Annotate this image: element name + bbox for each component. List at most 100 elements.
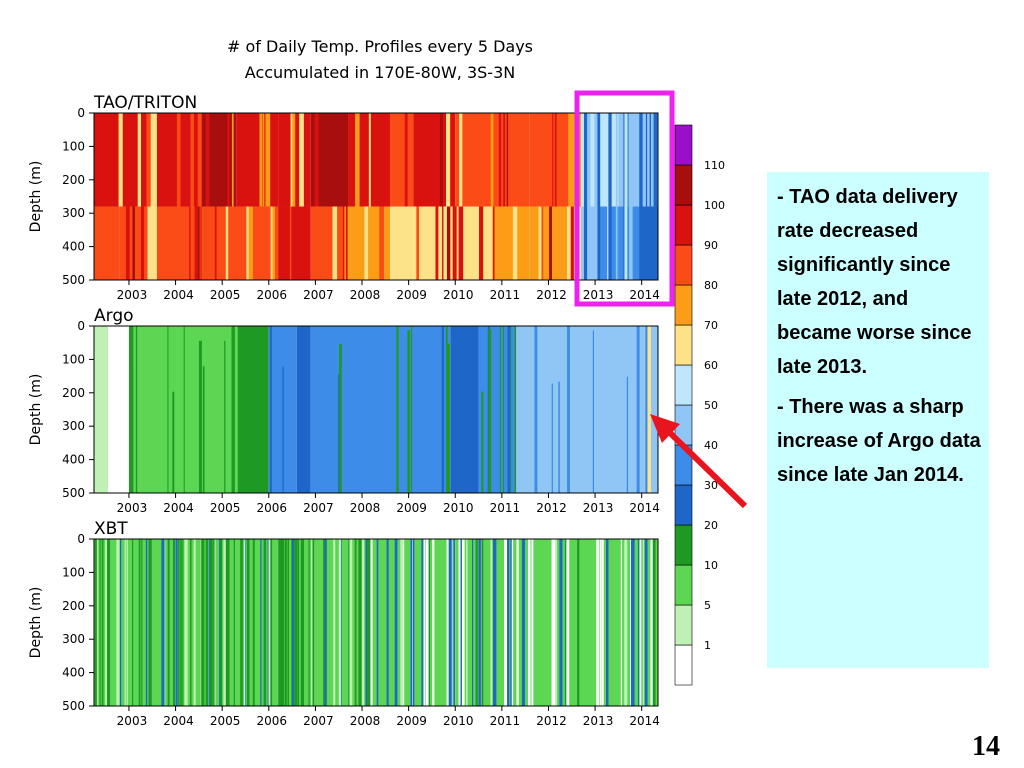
stripe xyxy=(271,206,275,280)
stripe xyxy=(201,539,205,706)
stripe xyxy=(368,113,371,207)
stripe xyxy=(368,539,371,706)
heat-cell xyxy=(529,113,568,207)
stripe xyxy=(213,539,215,706)
stripe xyxy=(225,206,229,280)
stripe xyxy=(445,326,448,493)
stripe xyxy=(614,326,617,493)
y-tick-label: 400 xyxy=(62,453,85,467)
stripe xyxy=(549,206,552,280)
stripe xyxy=(650,539,654,706)
stripe xyxy=(400,113,404,207)
stripe xyxy=(278,539,281,706)
stripe xyxy=(626,376,629,493)
stripe xyxy=(260,539,262,706)
stripe xyxy=(575,326,578,493)
stripe xyxy=(158,326,162,493)
stripe xyxy=(210,539,213,706)
stripe xyxy=(281,539,285,706)
stripe xyxy=(475,539,478,706)
stripe xyxy=(231,113,234,207)
x-tick-label: 2003 xyxy=(117,501,148,515)
stripe xyxy=(135,326,138,493)
x-tick-label: 2014 xyxy=(629,501,660,515)
heat-cell xyxy=(94,326,108,493)
stripe xyxy=(261,113,264,207)
panel-xbt: XBT 0 100 200 300 400 500 Depth (m) 2003 2004 2005… xyxy=(28,519,660,728)
stripe xyxy=(566,539,570,706)
y-tick-label: 500 xyxy=(62,273,85,287)
texture-stripes xyxy=(129,326,648,493)
stripe xyxy=(294,539,297,706)
heat-cell xyxy=(646,326,652,493)
stripe xyxy=(484,113,487,207)
stripe xyxy=(243,539,246,706)
stripe xyxy=(653,113,658,280)
stripe xyxy=(379,206,384,280)
stripe xyxy=(427,539,431,706)
y-axis-label: Depth (m) xyxy=(28,587,44,659)
colorbar-bin xyxy=(674,204,693,246)
stripe xyxy=(369,539,373,706)
stripe xyxy=(299,113,304,207)
x-tick-label: 2008 xyxy=(350,288,381,302)
stripe xyxy=(182,539,184,706)
stripe xyxy=(459,539,462,706)
x-tick-label: 2006 xyxy=(257,288,288,302)
stripe xyxy=(624,539,628,706)
stripe xyxy=(512,206,518,280)
stripe xyxy=(361,539,365,706)
slide-number: 14 xyxy=(972,731,1000,762)
stripe xyxy=(297,539,300,706)
stripe xyxy=(138,539,141,706)
stripe xyxy=(209,539,212,706)
stripe xyxy=(180,206,186,280)
stripe xyxy=(124,539,126,706)
colorbar-label: 80 xyxy=(704,279,718,292)
x-tick-label: 2013 xyxy=(583,714,614,728)
stripe xyxy=(175,539,178,706)
x-tick-label: 2005 xyxy=(210,714,241,728)
stripe xyxy=(500,326,503,493)
heat-cell xyxy=(147,113,157,207)
stripe xyxy=(333,539,336,706)
x-tick-label: 2012 xyxy=(536,714,567,728)
stripe xyxy=(502,326,505,493)
note-box: - TAO data delivery rate decreased signi… xyxy=(767,172,989,668)
stripe xyxy=(290,113,293,207)
x-tick-label: 2014 xyxy=(629,288,660,302)
stripe xyxy=(416,206,420,280)
stripe xyxy=(141,539,143,706)
colorbar-label: 90 xyxy=(704,239,718,252)
heat-cell xyxy=(107,326,129,493)
arrow-head xyxy=(650,414,680,443)
stripe xyxy=(458,539,461,706)
stripe xyxy=(201,206,206,280)
colorbar-bin xyxy=(674,524,693,566)
stripe xyxy=(594,113,598,280)
highlight-box xyxy=(574,90,675,307)
stripe xyxy=(493,539,496,706)
stripe xyxy=(458,206,464,280)
x-tick-label: 2011 xyxy=(490,288,521,302)
colorbar-bin xyxy=(674,284,693,326)
arrow-annotation xyxy=(650,414,748,509)
y-tick-label: 0 xyxy=(77,319,85,333)
colorbar: 1 5 10 20 30 40 50 60 70 80 90 100 110 xyxy=(674,124,725,686)
stripe xyxy=(630,539,634,706)
heat-cell xyxy=(651,326,658,493)
x-tick-label: 2003 xyxy=(117,714,148,728)
y-tick-label: 300 xyxy=(62,632,85,646)
stripe xyxy=(552,539,556,706)
x-tick-label: 2011 xyxy=(490,714,521,728)
x-tick-label: 2014 xyxy=(629,714,660,728)
y-tick-label: 400 xyxy=(62,240,85,254)
stripe xyxy=(248,206,253,280)
x-tick-label: 2005 xyxy=(210,501,241,515)
stripe xyxy=(472,539,474,706)
stripe xyxy=(99,539,101,706)
x-tick-label: 2012 xyxy=(536,288,567,302)
stripe xyxy=(214,539,216,706)
stripe xyxy=(551,383,553,493)
